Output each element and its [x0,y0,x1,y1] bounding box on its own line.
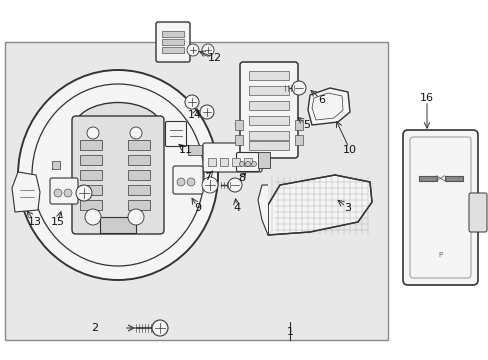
Polygon shape [258,185,267,235]
Text: 1: 1 [286,327,293,337]
Bar [128,155,150,165]
Bar [248,131,288,140]
Circle shape [200,105,214,119]
Bar [52,161,60,169]
Bar [187,145,202,155]
Bar [5,42,387,340]
Circle shape [186,44,199,56]
Circle shape [152,320,168,336]
Bar [80,185,102,195]
Circle shape [76,185,92,201]
Bar [258,152,269,168]
Text: 15: 15 [51,217,65,227]
Circle shape [291,81,305,95]
Circle shape [251,162,256,166]
FancyBboxPatch shape [165,122,186,147]
Bar [248,116,288,125]
Text: 13: 13 [28,217,42,227]
Bar [128,200,150,210]
Bar [235,135,243,145]
Text: 2: 2 [91,323,99,333]
Polygon shape [307,88,349,125]
Bar [248,101,288,110]
FancyBboxPatch shape [203,143,262,172]
Circle shape [186,178,195,186]
Polygon shape [418,176,436,181]
Text: 14: 14 [187,110,202,120]
Circle shape [239,162,244,166]
Bar [80,155,102,165]
Circle shape [85,209,101,225]
Bar [128,185,150,195]
FancyBboxPatch shape [173,166,203,194]
Bar [80,140,102,150]
Text: 8: 8 [238,173,245,183]
Bar [220,158,227,166]
Text: 11: 11 [179,145,193,155]
Bar [248,86,288,95]
Circle shape [184,95,199,109]
Circle shape [128,209,143,225]
Polygon shape [267,175,371,235]
FancyBboxPatch shape [468,193,486,232]
Text: 16: 16 [419,93,433,103]
Bar [294,135,303,145]
Text: 3: 3 [344,203,351,213]
Text: 4: 4 [233,203,240,213]
Bar [128,140,150,150]
Circle shape [245,162,250,166]
Text: 9: 9 [194,203,201,213]
FancyBboxPatch shape [402,130,477,285]
Bar [248,71,288,80]
Circle shape [64,189,72,197]
FancyBboxPatch shape [72,116,163,234]
Circle shape [54,189,62,197]
Text: P: P [438,252,442,258]
Text: 6: 6 [318,95,325,105]
Circle shape [177,178,184,186]
Bar [248,141,288,150]
Circle shape [130,127,142,139]
Bar [294,120,303,130]
FancyBboxPatch shape [156,22,190,62]
Polygon shape [12,172,40,212]
Text: 12: 12 [207,53,222,63]
Bar [52,191,60,199]
FancyBboxPatch shape [236,153,259,171]
Bar [187,175,202,185]
Text: 7: 7 [204,172,211,182]
FancyBboxPatch shape [50,178,78,204]
Polygon shape [444,176,462,181]
Bar [207,158,216,166]
Bar [162,47,183,53]
Circle shape [87,127,99,139]
Bar [80,170,102,180]
Ellipse shape [18,70,218,280]
Circle shape [227,178,242,192]
Bar [128,170,150,180]
Text: 5: 5 [303,120,310,130]
Bar [244,158,251,166]
Bar [231,158,240,166]
Circle shape [202,177,218,193]
Bar [162,39,183,45]
Circle shape [202,44,214,56]
Bar [80,200,102,210]
Bar [100,217,136,233]
FancyBboxPatch shape [240,62,297,158]
Text: 10: 10 [342,145,356,155]
Ellipse shape [73,103,163,158]
Bar [162,31,183,37]
Bar [235,120,243,130]
